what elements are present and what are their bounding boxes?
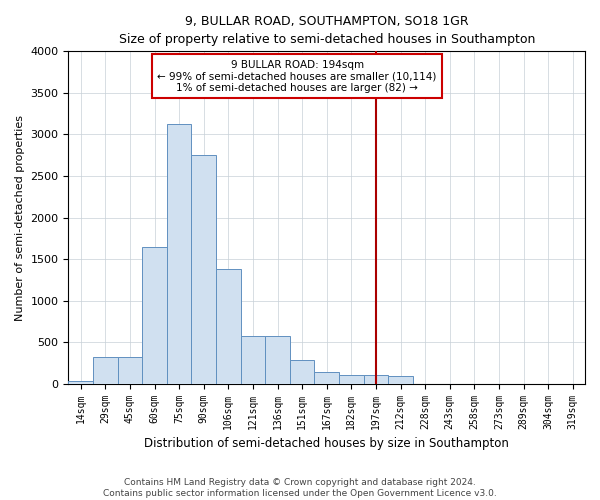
Bar — [364, 376, 388, 384]
Bar — [68, 381, 93, 384]
Bar — [265, 336, 290, 384]
Bar — [93, 357, 118, 384]
Text: Contains HM Land Registry data © Crown copyright and database right 2024.
Contai: Contains HM Land Registry data © Crown c… — [103, 478, 497, 498]
Bar — [339, 374, 364, 384]
Bar — [216, 269, 241, 384]
Bar — [191, 155, 216, 384]
Bar — [388, 376, 413, 384]
X-axis label: Distribution of semi-detached houses by size in Southampton: Distribution of semi-detached houses by … — [144, 437, 509, 450]
Bar — [167, 124, 191, 384]
Bar — [241, 336, 265, 384]
Bar — [290, 360, 314, 384]
Bar — [142, 248, 167, 384]
Bar — [118, 357, 142, 384]
Bar — [314, 372, 339, 384]
Title: 9, BULLAR ROAD, SOUTHAMPTON, SO18 1GR
Size of property relative to semi-detached: 9, BULLAR ROAD, SOUTHAMPTON, SO18 1GR Si… — [119, 15, 535, 46]
Text: 9 BULLAR ROAD: 194sqm
← 99% of semi-detached houses are smaller (10,114)
1% of s: 9 BULLAR ROAD: 194sqm ← 99% of semi-deta… — [157, 60, 437, 93]
Y-axis label: Number of semi-detached properties: Number of semi-detached properties — [15, 114, 25, 320]
